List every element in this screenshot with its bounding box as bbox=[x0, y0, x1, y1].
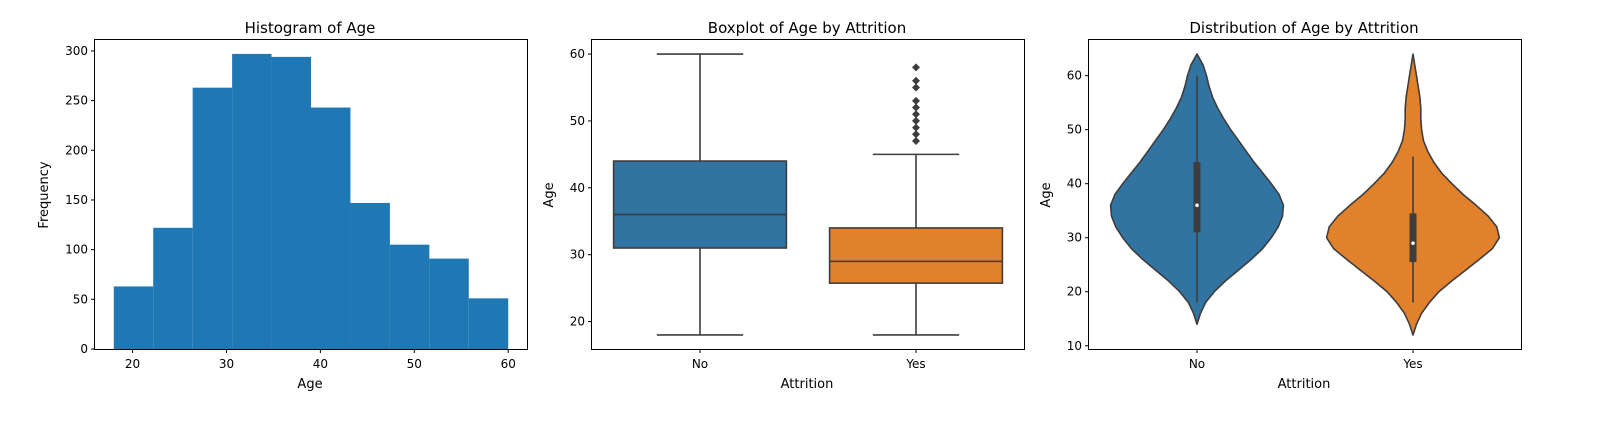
y-tick-label: 50 bbox=[73, 292, 88, 306]
y-tick-label: 30 bbox=[570, 248, 585, 262]
violin-median-dot bbox=[1195, 204, 1199, 208]
histogram-title: Histogram of Age bbox=[245, 19, 376, 37]
histogram-bar bbox=[153, 228, 192, 349]
violin-y-axis-label: Age bbox=[1039, 182, 1054, 207]
y-tick-label: 250 bbox=[65, 94, 88, 108]
boxplot-panel: Boxplot of Age by Attrition No Yes 20 30 40 5… bbox=[542, 19, 1025, 392]
histogram-bar bbox=[272, 57, 311, 349]
histogram-panel: Histogram of Age 20 30 40 50 60 0 50 100 150 200 2… bbox=[37, 19, 528, 392]
boxplot-x-axis-label: Attrition bbox=[781, 377, 834, 392]
y-tick-label: 0 bbox=[80, 342, 88, 356]
boxplot-title: Boxplot of Age by Attrition bbox=[708, 19, 906, 37]
violin-panel: Distribution of Age by Attrition No Yes 10… bbox=[1039, 19, 1522, 392]
violin-x-axis-label: Attrition bbox=[1278, 377, 1331, 392]
y-tick-label: 20 bbox=[570, 315, 585, 329]
histogram-bar bbox=[350, 203, 389, 349]
y-tick-label: 50 bbox=[1067, 123, 1082, 137]
y-tick-label: 50 bbox=[570, 114, 585, 128]
x-tick-label: 60 bbox=[501, 357, 516, 371]
histogram-bar bbox=[114, 286, 153, 349]
x-tick-label: 40 bbox=[313, 357, 328, 371]
violin-iqr-bar bbox=[1410, 213, 1417, 262]
histogram-x-axis-label: Age bbox=[297, 377, 322, 392]
box-no bbox=[614, 161, 787, 248]
histogram-bar bbox=[311, 108, 350, 349]
y-tick-label: 300 bbox=[65, 44, 88, 58]
outlier-point bbox=[912, 97, 920, 105]
y-tick-label: 150 bbox=[65, 193, 88, 207]
y-tick-label: 30 bbox=[1067, 231, 1082, 245]
x-tick-label: 20 bbox=[125, 357, 140, 371]
histogram-y-axis-label: Frequency bbox=[37, 161, 52, 228]
histogram-bar bbox=[469, 298, 508, 349]
y-tick-label: 60 bbox=[570, 47, 585, 61]
y-tick-label: 60 bbox=[1067, 69, 1082, 83]
y-tick-label: 100 bbox=[65, 243, 88, 257]
y-tick-label: 10 bbox=[1067, 339, 1082, 353]
y-tick-label: 200 bbox=[65, 143, 88, 157]
y-tick-label: 20 bbox=[1067, 285, 1082, 299]
x-tick-label: 50 bbox=[407, 357, 422, 371]
violin-title: Distribution of Age by Attrition bbox=[1189, 19, 1418, 37]
histogram-bar bbox=[429, 259, 468, 349]
x-tick-label: 30 bbox=[219, 357, 234, 371]
x-tick-label: No bbox=[692, 357, 708, 371]
violin-median-dot bbox=[1411, 241, 1415, 245]
x-tick-label: Yes bbox=[905, 357, 925, 371]
y-tick-label: 40 bbox=[1067, 177, 1082, 191]
outlier-point bbox=[912, 77, 920, 85]
histogram-bar bbox=[232, 54, 271, 349]
histogram-bar bbox=[193, 88, 232, 349]
boxplot-y-axis-label: Age bbox=[542, 182, 557, 207]
violin-iqr-bar bbox=[1194, 162, 1201, 232]
outlier-point bbox=[912, 63, 920, 71]
x-tick-label: No bbox=[1189, 357, 1205, 371]
y-tick-label: 40 bbox=[570, 181, 585, 195]
x-tick-label: Yes bbox=[1402, 357, 1422, 371]
box-yes bbox=[830, 228, 1003, 283]
histogram-bar bbox=[390, 245, 429, 349]
